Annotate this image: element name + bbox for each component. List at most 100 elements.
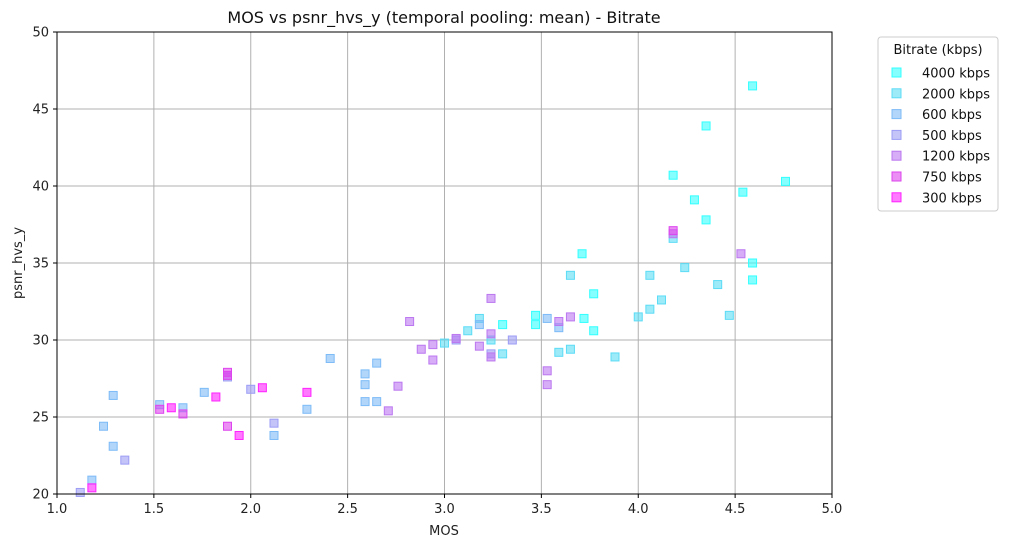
data-point — [155, 404, 165, 414]
data-point — [108, 390, 118, 400]
data-point — [416, 344, 426, 354]
axis-ticks: 1.0 1.5 2.0 2.5 3.0 3.5 4.0 4.5 5.0 20 25 30 35 40 45 5… — [32, 26, 842, 518]
data-point — [360, 369, 370, 379]
data-point — [542, 366, 552, 376]
data-point — [748, 275, 758, 285]
data-point — [542, 313, 552, 323]
data-point — [269, 418, 279, 428]
data-point — [199, 387, 209, 397]
legend-marker — [891, 109, 902, 120]
data-point — [498, 320, 508, 330]
y-tick-label: 50 — [32, 26, 49, 41]
data-point — [486, 329, 496, 339]
data-point — [577, 249, 587, 259]
data-point — [542, 380, 552, 390]
data-point — [440, 338, 449, 348]
data-point — [507, 335, 517, 345]
data-point — [554, 317, 564, 327]
data-point — [325, 353, 335, 363]
x-tick-label: 5.0 — [822, 502, 843, 517]
data-point — [610, 352, 620, 362]
data-point — [383, 406, 393, 416]
data-point — [689, 195, 699, 205]
chart-title: MOS vs psnr_hvs_y (temporal pooling: mea… — [227, 8, 660, 28]
data-point — [531, 310, 541, 320]
data-point — [463, 326, 473, 336]
data-point — [701, 215, 711, 225]
data-point — [713, 280, 723, 290]
data-point — [302, 387, 312, 397]
legend-label: 600 kbps — [922, 108, 982, 123]
data-point — [748, 81, 758, 91]
legend-box — [877, 36, 999, 212]
data-point — [234, 430, 244, 440]
data-point — [554, 347, 564, 357]
y-tick-label: 40 — [32, 180, 49, 195]
data-point — [736, 249, 746, 259]
legend-label: 750 kbps — [922, 171, 982, 186]
legend-label: 2000 kbps — [922, 87, 990, 102]
data-point — [565, 270, 575, 280]
legend-label: 1200 kbps — [922, 150, 990, 165]
data-point — [748, 258, 758, 268]
data-point — [486, 293, 496, 303]
legend-label: 4000 kbps — [922, 67, 990, 82]
data-point — [269, 430, 279, 440]
legend-marker — [891, 67, 902, 78]
x-axis-label: MOS — [429, 524, 459, 539]
y-tick-label: 25 — [32, 411, 49, 426]
data-point — [645, 304, 655, 314]
data-point — [701, 121, 711, 131]
data-point — [223, 370, 232, 380]
data-point — [657, 295, 666, 305]
data-point — [589, 326, 599, 336]
x-tick-label: 4.0 — [628, 502, 649, 517]
x-tick-label: 1.0 — [47, 502, 68, 517]
data-point — [166, 403, 176, 413]
data-point — [724, 310, 734, 320]
data-point — [579, 313, 589, 323]
data-point — [178, 409, 188, 419]
data-point — [668, 226, 678, 236]
data-point — [372, 397, 382, 407]
data-point — [120, 455, 130, 465]
data-points — [75, 81, 790, 497]
data-point — [87, 475, 97, 485]
data-point — [75, 487, 85, 497]
data-point — [781, 176, 790, 186]
legend-marker — [891, 171, 902, 182]
y-axis-label: psnr_hvs_y — [11, 227, 26, 299]
legend: Bitrate (kbps) 4000 kbps 2000 kbps 600 kbp… — [877, 36, 999, 212]
data-point — [108, 441, 118, 451]
data-point — [738, 187, 748, 197]
data-point — [474, 320, 484, 330]
x-tick-label: 3.0 — [434, 502, 455, 517]
data-point — [87, 483, 97, 493]
x-tick-label: 2.0 — [240, 502, 261, 517]
y-tick-label: 30 — [32, 334, 49, 349]
data-point — [302, 404, 312, 414]
data-point — [405, 317, 415, 327]
data-point — [565, 344, 575, 354]
data-point — [223, 421, 232, 431]
legend-marker — [891, 150, 902, 161]
data-point — [451, 333, 461, 343]
legend-marker — [891, 192, 902, 203]
x-tick-label: 1.5 — [144, 502, 165, 517]
legend-marker — [891, 88, 902, 99]
y-tick-label: 35 — [32, 257, 49, 272]
data-point — [99, 421, 108, 431]
data-point — [633, 312, 643, 322]
x-tick-label: 3.5 — [531, 502, 552, 517]
data-point — [360, 397, 370, 407]
data-point — [474, 341, 484, 351]
data-point — [360, 380, 370, 390]
data-point — [565, 312, 575, 322]
data-point — [257, 383, 267, 393]
data-point — [645, 270, 655, 280]
data-point — [531, 320, 541, 330]
data-point — [211, 392, 221, 402]
data-point — [668, 170, 678, 180]
data-point — [428, 355, 438, 365]
